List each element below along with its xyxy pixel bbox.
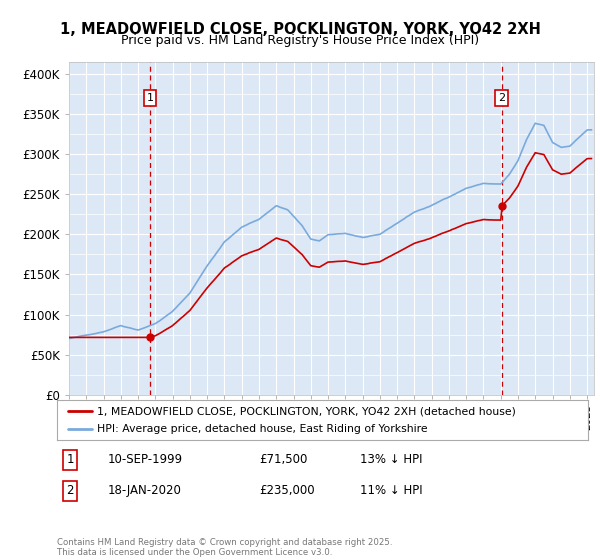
Text: 1, MEADOWFIELD CLOSE, POCKLINGTON, YORK, YO42 2XH (detached house): 1, MEADOWFIELD CLOSE, POCKLINGTON, YORK,… [97, 407, 516, 417]
Text: 10-SEP-1999: 10-SEP-1999 [107, 453, 182, 466]
Text: 1: 1 [67, 453, 74, 466]
Text: 1: 1 [146, 93, 154, 102]
Text: 11% ↓ HPI: 11% ↓ HPI [359, 484, 422, 497]
Text: 2: 2 [498, 93, 505, 102]
Text: 1, MEADOWFIELD CLOSE, POCKLINGTON, YORK, YO42 2XH: 1, MEADOWFIELD CLOSE, POCKLINGTON, YORK,… [59, 22, 541, 38]
Text: 18-JAN-2020: 18-JAN-2020 [107, 484, 181, 497]
Text: Contains HM Land Registry data © Crown copyright and database right 2025.
This d: Contains HM Land Registry data © Crown c… [57, 538, 392, 557]
Text: HPI: Average price, detached house, East Riding of Yorkshire: HPI: Average price, detached house, East… [97, 423, 427, 433]
Text: Price paid vs. HM Land Registry's House Price Index (HPI): Price paid vs. HM Land Registry's House … [121, 34, 479, 46]
Text: 13% ↓ HPI: 13% ↓ HPI [359, 453, 422, 466]
Text: £235,000: £235,000 [259, 484, 314, 497]
Text: £71,500: £71,500 [259, 453, 307, 466]
Text: 2: 2 [67, 484, 74, 497]
